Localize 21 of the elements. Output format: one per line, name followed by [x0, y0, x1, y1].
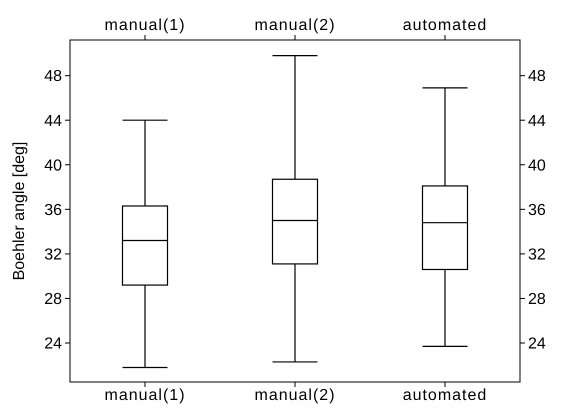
y2-tick-label: 32: [528, 246, 546, 264]
category-label: automated: [402, 17, 488, 34]
y-tick-label: 48: [44, 68, 62, 86]
x-tick-label: automated: [402, 387, 488, 404]
y-tick-label: 44: [44, 112, 62, 130]
y2-tick-label: 48: [528, 68, 546, 86]
y2-tick-label: 44: [528, 112, 546, 130]
x-tick-label: manual(2): [254, 387, 336, 404]
y-tick-label: 36: [44, 202, 62, 219]
y2-tick-label: 24: [528, 336, 546, 353]
x-tick-label: manual(1): [104, 387, 186, 404]
y2-tick-label: 28: [528, 291, 546, 308]
y-axis-title: Boehler angle [deg]: [11, 142, 28, 280]
y2-tick-label: 40: [528, 157, 546, 174]
category-label: manual(2): [254, 17, 336, 34]
y-tick-label: 28: [44, 291, 62, 308]
y-tick-label: 32: [44, 246, 62, 264]
y-tick-label: 40: [44, 157, 62, 174]
category-label: manual(1): [104, 17, 186, 34]
y2-tick-label: 36: [528, 202, 546, 219]
y-tick-label: 24: [44, 336, 62, 353]
